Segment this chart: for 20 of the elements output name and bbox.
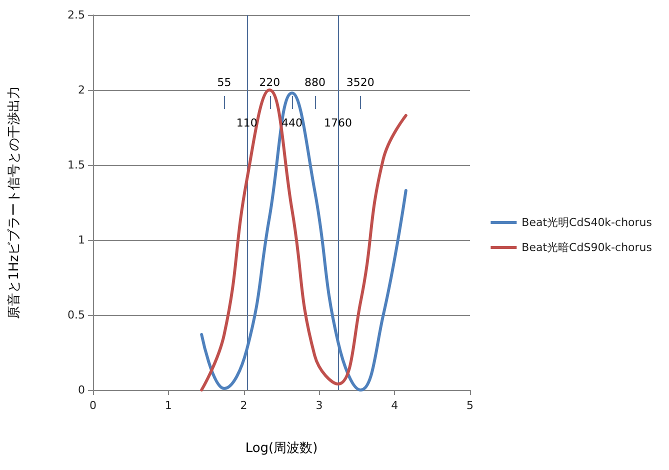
x2-tick-label: 55 (217, 76, 232, 89)
y-tick-label: 1.5 (68, 158, 85, 172)
x-axis-title: Log(周波数) (245, 441, 318, 456)
x2-tick-label: 880 (304, 76, 326, 89)
y-tick-label: 2 (78, 84, 85, 96)
x-tick-label: 1 (164, 399, 172, 412)
x-tick-label: 2 (240, 399, 248, 412)
legend-label: Beat光明CdS40k-chorus (522, 216, 652, 229)
x-tick-label: 5 (466, 399, 474, 412)
legend-label: Beat光暗CdS90k-chorus (522, 241, 652, 254)
x-tick-label: 3 (316, 399, 323, 412)
y-tick-label: 0.5 (68, 308, 85, 322)
x2-tick-label: 220 (259, 76, 280, 89)
x-tick-label: 0 (90, 399, 96, 412)
y-tick-label: 0 (78, 384, 85, 396)
x-tick-label: 4 (391, 399, 398, 412)
y-tick-label: 2.5 (68, 8, 85, 22)
x2-tick-label: 3520 (346, 76, 374, 89)
y-tick-label: 1 (78, 234, 85, 246)
y-axis-title: 原音と1Hzビブラート信号との干渉出力 (7, 86, 22, 319)
